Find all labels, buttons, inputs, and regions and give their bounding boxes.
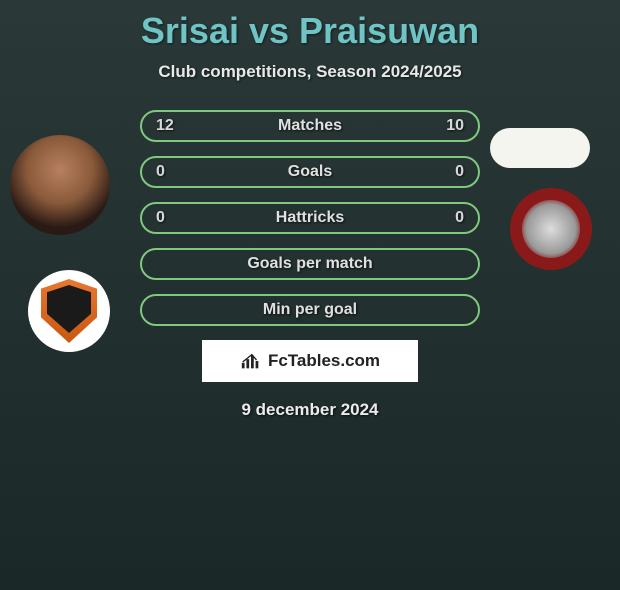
stat-label: Min per goal bbox=[263, 301, 357, 319]
watermark-text: FcTables.com bbox=[268, 351, 380, 371]
stat-row-gpm: Goals per match bbox=[140, 248, 480, 280]
stat-label: Hattricks bbox=[276, 209, 344, 227]
stats-container: 12 Matches 10 0 Goals 0 0 Hattricks 0 Go… bbox=[0, 110, 620, 326]
stat-row-mpg: Min per goal bbox=[140, 294, 480, 326]
chart-icon bbox=[240, 351, 262, 371]
stat-left: 0 bbox=[156, 163, 186, 181]
stat-label: Goals per match bbox=[247, 255, 372, 273]
stat-right: 0 bbox=[434, 163, 464, 181]
stat-label: Matches bbox=[278, 117, 342, 135]
stat-right: 10 bbox=[434, 117, 464, 135]
page-title: Srisai vs Praisuwan bbox=[0, 10, 620, 52]
stat-row-matches: 12 Matches 10 bbox=[140, 110, 480, 142]
stat-left: 12 bbox=[156, 117, 186, 135]
stat-label: Goals bbox=[288, 163, 332, 181]
stat-left: 0 bbox=[156, 209, 186, 227]
subtitle: Club competitions, Season 2024/2025 bbox=[0, 62, 620, 82]
stat-row-goals: 0 Goals 0 bbox=[140, 156, 480, 188]
date: 9 december 2024 bbox=[0, 400, 620, 420]
watermark: FcTables.com bbox=[202, 340, 418, 382]
stat-right: 0 bbox=[434, 209, 464, 227]
stat-row-hattricks: 0 Hattricks 0 bbox=[140, 202, 480, 234]
